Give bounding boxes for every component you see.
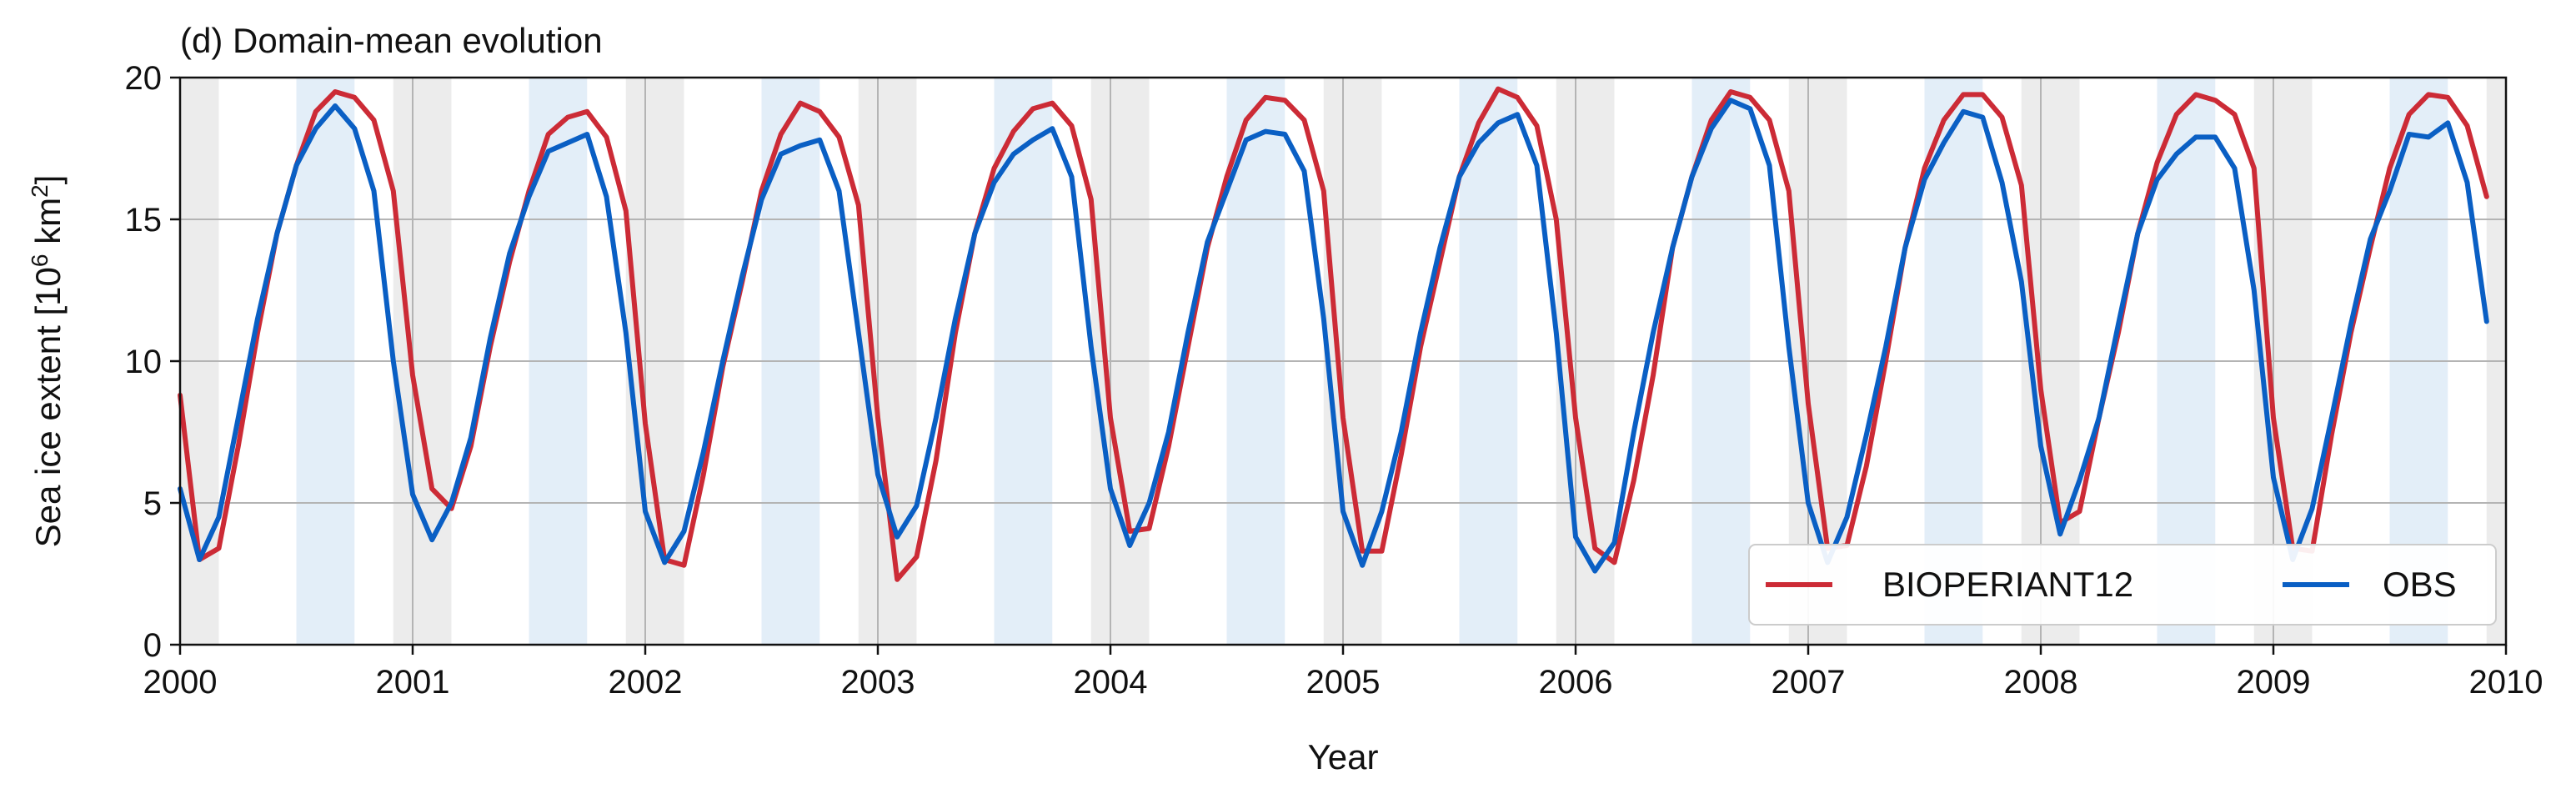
y-tick-label-10: 10	[125, 344, 163, 380]
y-axis-label-sup2: 2	[27, 184, 53, 198]
y-axis-label: Sea ice extent [106 km2]	[27, 175, 68, 548]
legend: BIOPERIANT12 OBS	[1748, 544, 2497, 626]
y-tick-label-0: 0	[143, 627, 162, 664]
x-tick-label-2000: 2000	[143, 664, 218, 701]
legend-label-bioperiant12: BIOPERIANT12	[1882, 565, 2133, 604]
x-tick-label-2001: 2001	[376, 664, 450, 701]
chart-title: (d) Domain-mean evolution	[180, 21, 603, 60]
y-axis-label-mid: km	[28, 198, 68, 254]
x-tick-label-2002: 2002	[609, 664, 683, 701]
x-tick-label-2010: 2010	[2469, 664, 2543, 701]
y-tick-label-20: 20	[125, 60, 163, 97]
y-tick-label-5: 5	[143, 485, 162, 522]
x-axis-label: Year	[1308, 737, 1379, 776]
legend-box	[1748, 544, 2497, 626]
y-axis-label-end: ]	[28, 175, 68, 185]
x-tick-label-2007: 2007	[1772, 664, 1846, 701]
y-tick-label-15: 15	[125, 202, 163, 239]
x-tick-label-2008: 2008	[2004, 664, 2078, 701]
legend-label-obs: OBS	[2383, 565, 2457, 604]
series-line-obs	[178, 98, 2489, 574]
x-tick-label-2006: 2006	[1539, 664, 1613, 701]
y-axis-label-main: Sea ice extent [10	[28, 267, 68, 547]
series-lines	[178, 86, 2489, 582]
x-tick-label-2004: 2004	[1074, 664, 1148, 701]
x-tick-label-2009: 2009	[2237, 664, 2311, 701]
y-axis-label-sup1: 6	[27, 254, 53, 268]
x-tick-label-2005: 2005	[1306, 664, 1381, 701]
x-tick-label-2003: 2003	[841, 664, 915, 701]
axis-ticks: 2000 2001 2002 2003 2004 2005 2006 2007 2008 2009…	[125, 60, 2543, 701]
